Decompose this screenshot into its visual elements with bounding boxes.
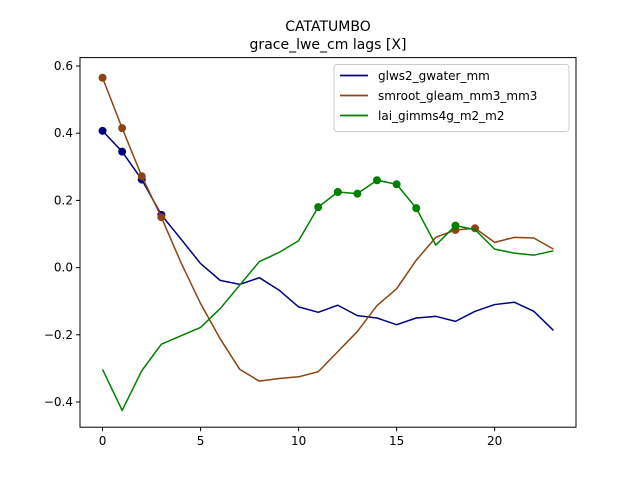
series-line-smroot_gleam_mm3_mm3 bbox=[101, 77, 554, 382]
series-marker-glws2_gwater_mm bbox=[118, 147, 127, 156]
series-marker-lai_gimms4g_m2_m2 bbox=[314, 203, 323, 212]
series-marker-lai_gimms4g_m2_m2 bbox=[451, 221, 460, 230]
y-tick-label: −0.4 bbox=[44, 395, 73, 409]
series-marker-smroot_gleam_mm3_mm3 bbox=[137, 172, 146, 181]
series-marker-smroot_gleam_mm3_mm3 bbox=[118, 124, 127, 133]
x-tick-label: 5 bbox=[197, 434, 205, 448]
x-tick-label: 20 bbox=[487, 434, 502, 448]
series-marker-smroot_gleam_mm3_mm3 bbox=[98, 73, 107, 82]
legend-label-glws2_gwater_mm: glws2_gwater_mm bbox=[378, 69, 490, 83]
plot-frame bbox=[79, 57, 577, 428]
x-tick-label: 15 bbox=[389, 434, 404, 448]
series-marker-glws2_gwater_mm bbox=[98, 126, 107, 135]
y-tick-label: 0.4 bbox=[54, 126, 73, 140]
legend-label-lai_gimms4g_m2_m2: lai_gimms4g_m2_m2 bbox=[378, 109, 505, 123]
chart-title: CATATUMBO bbox=[285, 19, 370, 35]
series-line-glws2_gwater_mm bbox=[102, 130, 554, 331]
legend-box bbox=[333, 64, 570, 132]
series-marker-lai_gimms4g_m2_m2 bbox=[333, 188, 342, 196]
chart-subtitle: grace_lwe_cm lags [X] bbox=[250, 37, 407, 53]
x-tick-label: 10 bbox=[291, 434, 306, 448]
series-line-lai_gimms4g_m2_m2 bbox=[101, 179, 554, 412]
series-marker-smroot_gleam_mm3_mm3 bbox=[157, 213, 166, 222]
y-tick-label: 0.0 bbox=[54, 261, 73, 275]
series-marker-lai_gimms4g_m2_m2 bbox=[373, 176, 382, 185]
series-marker-lai_gimms4g_m2_m2 bbox=[392, 180, 401, 189]
series-marker-lai_gimms4g_m2_m2 bbox=[412, 204, 421, 213]
y-tick-label: 0.6 bbox=[54, 59, 73, 73]
y-tick-label: 0.2 bbox=[54, 193, 73, 207]
series-marker-lai_gimms4g_m2_m2 bbox=[353, 189, 362, 198]
x-tick-label: 0 bbox=[99, 434, 107, 448]
series-marker-smroot_gleam_mm3_mm3 bbox=[471, 224, 480, 233]
y-tick-label: −0.2 bbox=[44, 328, 73, 342]
legend-label-smroot_gleam_mm3_mm3: smroot_gleam_mm3_mm3 bbox=[378, 89, 537, 103]
